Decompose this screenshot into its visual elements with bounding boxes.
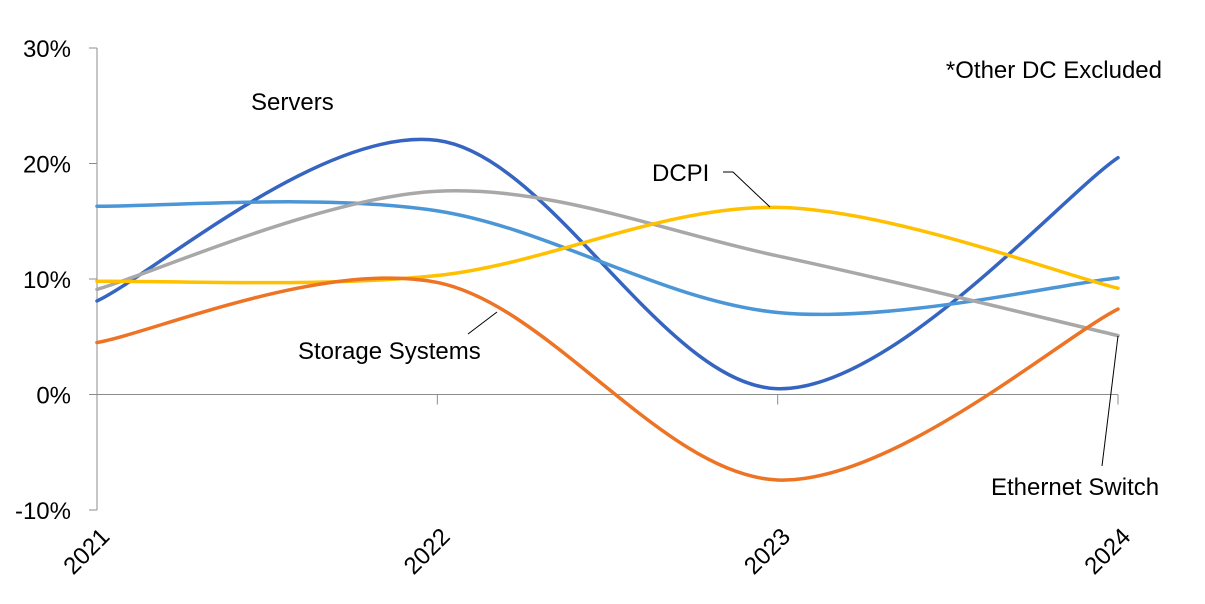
leader-dcpi (723, 171, 771, 208)
label-servers: Servers (251, 89, 334, 116)
y-tick-label: 0% (36, 383, 71, 410)
series-line-dcpi (95, 205, 1120, 290)
x-tick-label: 2023 (739, 523, 796, 580)
y-tick-label: 20% (23, 152, 71, 179)
y-tick-label: 30% (23, 36, 71, 63)
series-line-unlabeled-1 (95, 200, 1120, 317)
annotation-other-dc-excluded: *Other DC Excluded (946, 57, 1162, 84)
leader-storage-systems (467, 311, 498, 335)
series-line-ethernet-switch (95, 189, 1120, 338)
x-tick-label: 2021 (58, 523, 115, 580)
leader-ethernet-switch (1101, 335, 1119, 467)
label-ethernet-switch: Ethernet Switch (991, 474, 1159, 501)
label-storage-systems: Storage Systems (298, 338, 481, 365)
label-dcpi: DCPI (652, 160, 709, 187)
x-tick-label: 2024 (1079, 523, 1136, 580)
y-tick-label: 10% (23, 267, 71, 294)
y-tick-label: -10% (15, 498, 71, 525)
x-tick-label: 2022 (399, 523, 456, 580)
series-line-servers (95, 137, 1120, 391)
series-line-storage-systems (95, 276, 1120, 482)
